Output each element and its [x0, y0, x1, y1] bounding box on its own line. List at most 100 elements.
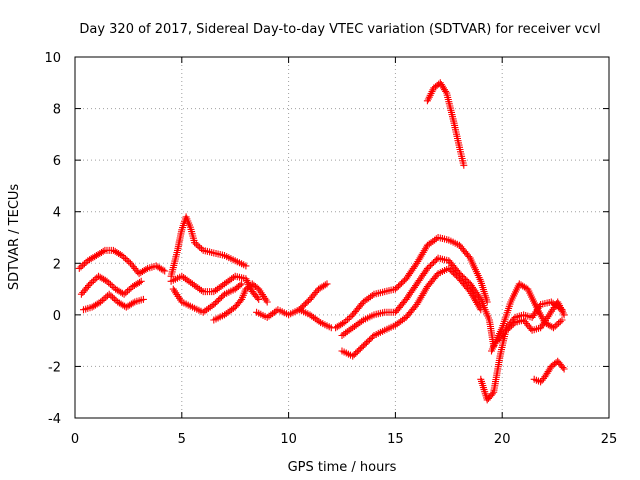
data-point — [309, 292, 317, 300]
y-tick-label: -4 — [48, 412, 61, 427]
data-point — [123, 256, 131, 264]
series-prn-a — [75, 246, 169, 278]
data-point — [263, 298, 271, 306]
data-point — [340, 319, 348, 327]
data-point — [219, 292, 227, 300]
data-point — [191, 239, 199, 247]
series-prn-h — [253, 306, 335, 332]
data-point — [315, 317, 323, 325]
data-point — [524, 321, 532, 329]
data-point — [118, 252, 126, 259]
data-point — [80, 260, 88, 268]
data-point — [488, 390, 496, 398]
data-point — [522, 320, 530, 327]
data-point — [399, 278, 407, 286]
data-point — [303, 298, 311, 306]
data-point — [425, 263, 433, 271]
data-point — [88, 278, 96, 286]
series-prn-g — [210, 280, 271, 324]
x-tick-label: 25 — [601, 432, 618, 447]
data-point — [398, 279, 405, 287]
data-point — [451, 270, 459, 278]
data-point — [506, 323, 514, 331]
data-point — [211, 299, 219, 307]
data-point — [216, 295, 224, 303]
x-tick-label: 0 — [71, 432, 79, 447]
data-point — [452, 272, 460, 280]
data-point — [494, 337, 502, 345]
data-point — [122, 289, 130, 297]
data-point — [550, 324, 557, 332]
data-point — [448, 267, 456, 275]
data-point — [136, 278, 143, 286]
data-point — [238, 280, 246, 288]
x-tick-label: 15 — [387, 432, 404, 447]
data-point — [105, 290, 113, 298]
data-point — [129, 299, 137, 307]
data-point — [304, 297, 312, 305]
data-point — [75, 264, 83, 272]
data-point — [77, 290, 85, 298]
series-prn-f — [169, 280, 246, 316]
data-point — [100, 295, 108, 303]
x-tick-label: 5 — [178, 432, 186, 447]
data-point — [161, 267, 169, 275]
data-point — [194, 242, 202, 250]
data-point — [423, 264, 431, 272]
y-tick-label: 0 — [53, 309, 61, 324]
data-point — [553, 321, 561, 329]
data-point — [465, 253, 473, 260]
data-point — [236, 281, 244, 289]
data-point — [537, 378, 545, 386]
data-point — [109, 293, 117, 301]
data-point — [347, 312, 355, 320]
data-point — [361, 340, 369, 348]
data-point — [344, 316, 352, 323]
data-point — [139, 295, 147, 303]
grid-lines — [75, 57, 609, 418]
data-point — [102, 293, 110, 301]
data-point — [120, 290, 128, 298]
data-point — [198, 245, 205, 253]
data-point — [393, 284, 401, 292]
data-point — [395, 282, 402, 290]
data-point — [460, 161, 468, 169]
data-point — [323, 280, 331, 288]
x-tick-label: 10 — [280, 432, 297, 447]
data-point — [358, 300, 366, 308]
data-point — [358, 343, 366, 351]
data-point — [445, 264, 453, 272]
y-tick-label: 8 — [53, 103, 61, 118]
data-point — [295, 306, 303, 314]
data-point — [196, 243, 204, 251]
plot-frame — [74, 56, 610, 419]
data-point — [301, 300, 309, 308]
data-point — [431, 257, 439, 265]
data-point — [108, 282, 116, 290]
data-point — [359, 342, 367, 350]
data-point — [427, 262, 434, 269]
data-point — [85, 282, 92, 290]
data-point — [477, 306, 485, 314]
data-point — [560, 311, 568, 319]
series-prn-p — [494, 298, 568, 345]
y-tick-label: 6 — [53, 154, 61, 169]
data-point — [362, 339, 370, 347]
data-point — [159, 266, 167, 274]
data-point — [192, 240, 200, 248]
axis-ticks: 0 5 10 15 20 25 -4 -2 0 2 4 6 8 10 — [44, 51, 617, 447]
data-point — [99, 247, 107, 255]
data-point — [310, 290, 318, 298]
data-point — [125, 286, 133, 294]
data-point — [345, 314, 353, 322]
data-point — [298, 303, 306, 311]
data-point — [79, 289, 87, 296]
y-tick-label: 10 — [44, 51, 61, 66]
data-point — [127, 259, 134, 267]
data-point — [89, 277, 97, 285]
data-point — [368, 292, 376, 299]
data-point — [121, 255, 129, 263]
data-point — [463, 277, 471, 285]
data-point — [353, 348, 361, 356]
